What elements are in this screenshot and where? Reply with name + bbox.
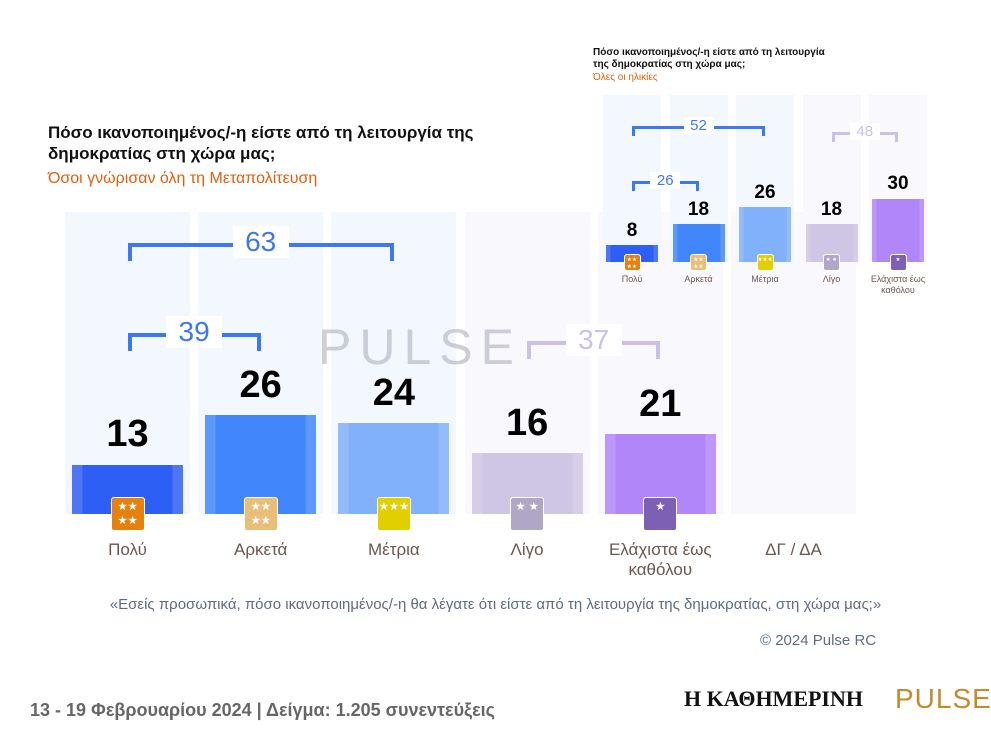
five-stars-icon: ★★ ★★	[110, 497, 145, 531]
category-label: Μέτρια	[368, 540, 420, 559]
value-label: 16	[505, 401, 549, 444]
inset-title: Πόσο ικανοποιημένος/-η είστε από τη λειτ…	[593, 47, 825, 70]
category-label: Πολύ	[108, 540, 147, 559]
one-star-icon: ★	[643, 497, 678, 531]
question-text: «Εσείς προσωπικά, πόσο ικανοποιημένος/-η…	[109, 596, 882, 613]
copyright: © 2024 Pulse RC	[760, 632, 877, 649]
category-label: Πολύ	[621, 274, 643, 284]
footer-info: 13 - 19 Φεβρουαρίου 2024 | Δείγμα: 1.205…	[30, 700, 495, 720]
column-background	[65, 212, 190, 514]
category-label: Ελάχιστα έως καθόλου	[608, 540, 712, 580]
value-label: 8	[626, 219, 638, 241]
kathimerini-logo: Η ΚΑΘΗΜΕΡΙΝΗ	[684, 686, 863, 711]
two-stars-icon: ★ ★	[510, 497, 545, 531]
category-label: Αρκετά	[684, 274, 713, 284]
category-label: Ελάχιστα έως καθόλου	[870, 274, 926, 295]
bracket-label: 52	[683, 117, 714, 134]
value-label: 26	[239, 363, 282, 406]
three-stars-icon: ★★★	[756, 253, 774, 271]
bracket-label: 26	[650, 172, 681, 189]
category-label: Μέτρια	[751, 274, 779, 284]
category-label: Λίγο	[510, 540, 544, 559]
pulse-logo: PULSE	[895, 683, 991, 714]
bracket-label: 37	[565, 324, 622, 357]
bracket-label: 48	[849, 123, 880, 140]
four-stars-icon: ★★ ★★	[690, 253, 707, 271]
category-label: ΔΓ / ΔΑ	[765, 540, 822, 559]
four-stars-icon: ★★ ★★	[243, 497, 278, 531]
chart-title: Πόσο ικανοποιημένος/-η είστε από τη λειτ…	[48, 123, 474, 163]
bracket-label: 39	[166, 316, 223, 349]
category-label: Λίγο	[822, 274, 841, 284]
inset-subtitle: Όλες οι ηλικίες	[593, 72, 658, 83]
value-label: 18	[820, 198, 843, 220]
value-label: 18	[687, 198, 710, 220]
bar	[739, 207, 791, 262]
two-stars-icon: ★ ★	[823, 253, 840, 271]
bracket-label: 63	[232, 226, 289, 259]
value-label: 24	[372, 371, 416, 414]
category-label: Αρκετά	[233, 540, 288, 559]
one-star-icon: ★	[889, 253, 907, 271]
bar	[872, 199, 924, 262]
three-stars-icon: ★★★	[376, 497, 411, 531]
value-label: 30	[887, 173, 909, 195]
chart-subtitle: Όσοι γνώρισαν όλη τη Μεταπολίτευση	[48, 170, 318, 187]
value-label: 21	[639, 382, 682, 425]
value-label: 13	[106, 413, 149, 456]
five-stars-icon: ★★ ★★	[623, 253, 641, 271]
value-label: 26	[754, 181, 776, 203]
